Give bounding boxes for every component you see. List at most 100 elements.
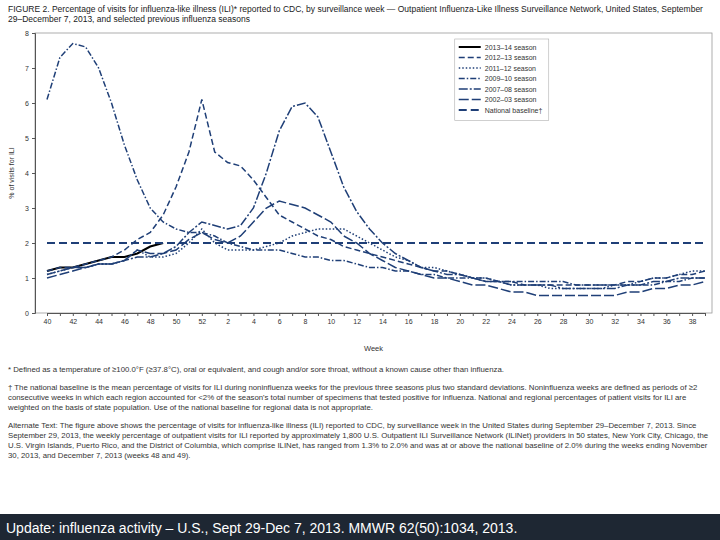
caption-bar	[0, 514, 720, 540]
legend: 2013–14 season2012–13 season2011–12 seas…	[455, 39, 549, 121]
x-tick-label: 38	[689, 318, 697, 325]
x-tick-label: 26	[534, 318, 542, 325]
legend-swatch	[459, 78, 481, 80]
text-line: September 29, 2013, the weekly percentag…	[8, 431, 708, 440]
x-tick: 34	[637, 313, 645, 325]
legend-label: 2002–03 season	[485, 96, 537, 103]
x-axis: 4042444648505224681012141618202224262830…	[44, 313, 706, 325]
x-tick	[344, 313, 345, 316]
caption: Update: influenza activity – U.S., Sept …	[6, 520, 517, 536]
legend-swatch	[459, 88, 481, 90]
x-tick	[576, 313, 577, 316]
x-tick-mark	[189, 313, 190, 316]
x-tick	[550, 313, 551, 316]
y-tick: 7	[25, 65, 35, 72]
y-tick-label: 4	[25, 170, 29, 177]
x-tick-mark	[86, 313, 87, 316]
y-axis: 012345678	[25, 30, 35, 317]
x-tick-mark	[370, 313, 371, 316]
legend-label: 2007–08 season	[485, 86, 537, 93]
x-tick-mark	[382, 313, 383, 316]
x-tick: 50	[173, 313, 181, 325]
x-tick: 24	[508, 313, 516, 325]
x-tick-mark	[408, 313, 409, 316]
x-tick-mark	[150, 313, 151, 316]
y-tick: 3	[25, 205, 35, 212]
x-tick-mark	[473, 313, 474, 316]
y-tick-mark	[32, 208, 35, 209]
x-tick-label: 18	[431, 318, 439, 325]
y-tick: 1	[25, 275, 35, 282]
x-tick-mark	[163, 313, 164, 316]
x-tick-label: 52	[198, 318, 206, 325]
x-tick: 2	[226, 313, 230, 325]
x-tick-mark	[511, 313, 512, 316]
x-tick-mark	[47, 313, 48, 316]
x-tick-label: 40	[44, 318, 52, 325]
x-tick	[241, 313, 242, 316]
text-line: † The national baseline is the mean perc…	[8, 383, 697, 392]
x-tick	[421, 313, 422, 316]
plot-frame	[35, 33, 712, 313]
legend-label: 2011–12 season	[485, 65, 536, 72]
x-tick-mark	[550, 313, 551, 316]
plot-area	[47, 44, 705, 296]
legend-swatch	[459, 109, 481, 111]
x-tick-mark	[124, 313, 125, 316]
x-tick-mark	[318, 313, 319, 316]
legend-box	[455, 39, 549, 121]
x-tick: 46	[121, 313, 129, 325]
x-tick-mark	[357, 313, 358, 316]
legend-label: National baseline†	[485, 107, 543, 114]
x-tick-label: 8	[304, 318, 308, 325]
x-tick	[266, 313, 267, 316]
x-tick-mark	[228, 313, 229, 316]
x-tick-label: 6	[278, 318, 282, 325]
x-tick-mark	[679, 313, 680, 316]
x-tick: 20	[456, 313, 464, 325]
x-tick-mark	[241, 313, 242, 316]
series-line	[47, 103, 705, 289]
x-tick-label: 42	[69, 318, 77, 325]
x-tick-mark	[395, 313, 396, 316]
text-line: weighted on the basis of state populatio…	[7, 403, 373, 412]
series-line	[47, 201, 705, 296]
x-tick-mark	[653, 313, 654, 316]
series-line	[47, 229, 705, 289]
x-tick-label: 10	[327, 318, 335, 325]
x-tick-mark	[537, 313, 538, 316]
x-tick: 8	[304, 313, 308, 325]
x-tick-mark	[460, 313, 461, 316]
x-axis-title: Week	[364, 344, 383, 353]
x-tick: 22	[482, 313, 490, 325]
y-tick-mark	[32, 33, 35, 34]
x-tick: 36	[663, 313, 671, 325]
legend-label: 2012–13 season	[485, 54, 537, 61]
x-axis-line	[48, 314, 706, 317]
x-tick-mark	[421, 313, 422, 316]
y-tick-mark	[32, 68, 35, 69]
x-tick	[112, 313, 113, 316]
y-axis-line	[32, 34, 36, 314]
series-line	[47, 44, 705, 286]
x-tick: 48	[147, 313, 155, 325]
x-tick-label: 4	[252, 318, 256, 325]
x-tick-label: 2	[226, 318, 230, 325]
x-tick-mark	[499, 313, 500, 316]
x-tick-label: 32	[611, 318, 619, 325]
x-tick: 6	[278, 313, 282, 325]
x-tick-mark	[266, 313, 267, 316]
text-line: Alternate Text: The figure above shows t…	[8, 421, 696, 430]
text-line: 29–December 7, 2013, and selected previo…	[8, 14, 250, 24]
y-tick-label: 3	[25, 205, 29, 212]
x-tick-mark	[344, 313, 345, 316]
x-tick-label: 48	[147, 318, 155, 325]
x-tick: 38	[689, 313, 697, 325]
x-tick-mark	[434, 313, 435, 316]
x-tick	[499, 313, 500, 316]
x-tick	[163, 313, 164, 316]
x-tick-label: 14	[379, 318, 387, 325]
x-tick-label: 22	[482, 318, 490, 325]
x-tick	[447, 313, 448, 316]
y-axis-title: % of visits for ILI	[8, 147, 15, 198]
